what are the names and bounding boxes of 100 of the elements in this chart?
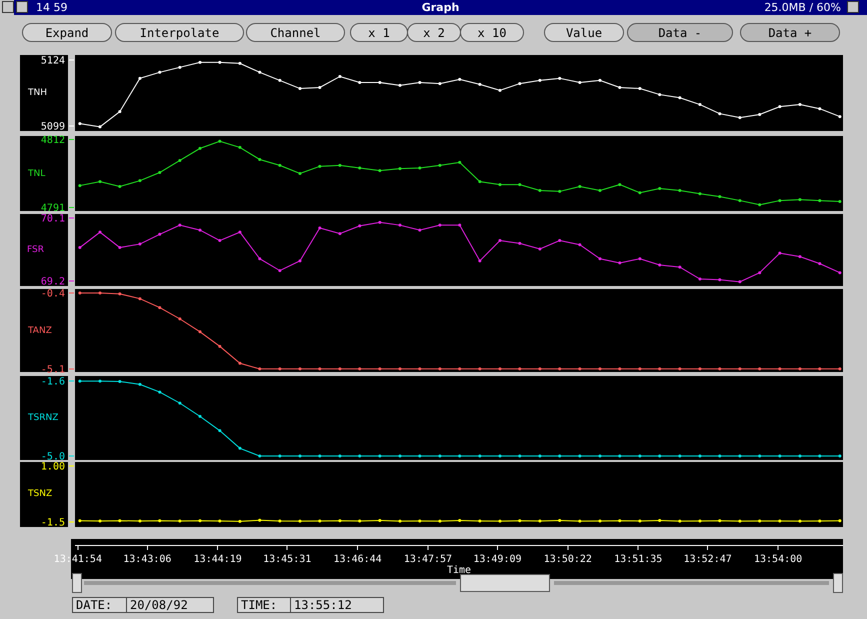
point bbox=[238, 446, 242, 450]
point bbox=[818, 367, 822, 370]
point bbox=[458, 224, 462, 227]
point bbox=[238, 230, 242, 234]
point bbox=[358, 224, 362, 228]
point bbox=[778, 105, 782, 108]
point bbox=[278, 269, 282, 272]
text: x 10 bbox=[460, 23, 524, 42]
point bbox=[338, 164, 342, 167]
x-tick-label: 13:44:19 bbox=[194, 554, 242, 565]
point bbox=[78, 246, 82, 250]
point bbox=[238, 146, 242, 149]
point bbox=[598, 257, 602, 260]
point bbox=[278, 454, 282, 458]
point bbox=[638, 87, 642, 90]
point bbox=[178, 402, 182, 405]
point bbox=[678, 367, 682, 370]
y-tick-label: 1.00 bbox=[40, 462, 65, 473]
point bbox=[138, 179, 142, 182]
point bbox=[718, 112, 722, 116]
y-axis-title: TANZ bbox=[27, 326, 52, 336]
y-axis-title: TNH bbox=[27, 88, 47, 98]
point bbox=[358, 166, 362, 170]
point bbox=[258, 367, 262, 370]
point bbox=[558, 367, 562, 370]
point bbox=[118, 380, 122, 384]
point bbox=[318, 86, 322, 89]
point bbox=[178, 224, 182, 227]
point bbox=[98, 230, 102, 234]
point bbox=[498, 239, 502, 242]
point bbox=[578, 185, 582, 188]
text: Value bbox=[544, 23, 624, 42]
point bbox=[258, 257, 262, 260]
point bbox=[118, 246, 122, 250]
point bbox=[258, 70, 262, 74]
point bbox=[758, 112, 762, 116]
point bbox=[98, 180, 102, 184]
point bbox=[478, 82, 482, 86]
point bbox=[638, 367, 642, 370]
point bbox=[578, 243, 582, 246]
point bbox=[558, 239, 562, 242]
point bbox=[538, 367, 542, 370]
text: Channel bbox=[246, 23, 345, 42]
point bbox=[298, 172, 302, 175]
point bbox=[618, 454, 622, 458]
point bbox=[318, 367, 322, 370]
x-tick-label: 13:49:09 bbox=[473, 554, 522, 565]
point bbox=[158, 390, 162, 394]
y-tick-label: 69.2 bbox=[40, 276, 65, 288]
point bbox=[198, 146, 202, 150]
point bbox=[438, 224, 442, 227]
point bbox=[338, 232, 342, 236]
point bbox=[698, 278, 702, 281]
point bbox=[498, 88, 502, 92]
point bbox=[838, 271, 842, 274]
point bbox=[838, 454, 842, 458]
point bbox=[738, 199, 742, 202]
point bbox=[778, 199, 782, 202]
point bbox=[218, 344, 222, 348]
point bbox=[798, 103, 802, 106]
x-axis-title: Time bbox=[446, 565, 472, 576]
point bbox=[718, 195, 722, 198]
point bbox=[378, 81, 382, 84]
point bbox=[718, 454, 722, 458]
point bbox=[198, 228, 202, 232]
point bbox=[758, 367, 762, 370]
text: 14 59 bbox=[36, 1, 68, 14]
text: Data - bbox=[627, 23, 733, 42]
text: DATE: bbox=[72, 597, 130, 613]
point bbox=[278, 78, 282, 82]
point bbox=[738, 367, 742, 370]
point bbox=[318, 454, 322, 458]
point bbox=[378, 169, 382, 172]
text: TIME: bbox=[237, 597, 295, 613]
point bbox=[118, 292, 122, 296]
point bbox=[318, 164, 322, 168]
point bbox=[478, 259, 482, 262]
point bbox=[578, 454, 582, 458]
x-tick-label: 13:54:00 bbox=[754, 554, 802, 565]
point bbox=[158, 70, 162, 74]
point bbox=[458, 454, 462, 458]
x-tick-label: 13:46:44 bbox=[333, 554, 382, 565]
text: 13:55:12 bbox=[290, 597, 384, 613]
y-tick-label: 5124 bbox=[40, 56, 65, 67]
point bbox=[198, 60, 202, 64]
point bbox=[218, 60, 222, 64]
y-axis-title: TSRNZ bbox=[27, 413, 58, 423]
point bbox=[798, 255, 802, 258]
y-axis-title: TNL bbox=[27, 169, 46, 179]
text: 25.0MB / 60% bbox=[764, 1, 841, 14]
point bbox=[418, 166, 422, 170]
point bbox=[578, 367, 582, 370]
point bbox=[678, 454, 682, 458]
point bbox=[278, 367, 282, 370]
point bbox=[798, 198, 802, 202]
x-tick-label: 13:50:22 bbox=[544, 554, 592, 565]
point bbox=[498, 367, 502, 370]
point bbox=[138, 297, 142, 300]
point bbox=[618, 261, 622, 264]
y-tick-label: -1.5 bbox=[40, 518, 65, 529]
